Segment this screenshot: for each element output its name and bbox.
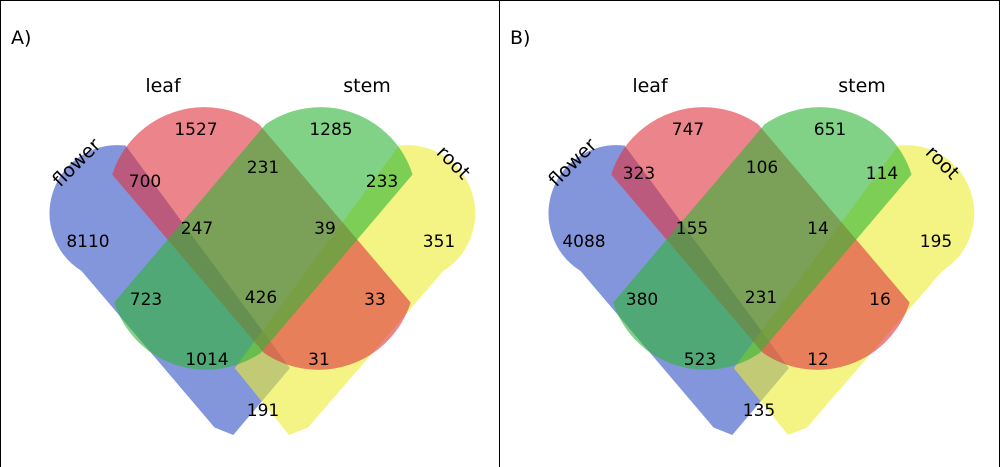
count-leaf-stem: 231	[247, 158, 279, 178]
count-flower-stem-root: 1014	[185, 350, 228, 370]
count-leaf-stem-root: 39	[314, 219, 336, 239]
count-flower-stem: 723	[130, 290, 162, 310]
stem-set-shape	[114, 107, 413, 370]
count-leaf-root: 33	[364, 290, 386, 310]
count-flower-root: 135	[743, 401, 775, 421]
count-leaf-only: 747	[672, 120, 704, 140]
count-all-four: 426	[245, 288, 277, 308]
count-flower-leaf: 323	[623, 164, 655, 184]
set-label-leaf: leaf	[632, 75, 669, 97]
set-label-stem: stem	[838, 75, 886, 97]
set-shapes	[49, 107, 476, 436]
count-stem-root: 114	[866, 164, 898, 184]
panel-label: A)	[11, 27, 32, 49]
count-flower-only: 4088	[562, 232, 605, 252]
set-label-leaf: leaf	[145, 75, 182, 97]
count-all-four: 231	[745, 288, 777, 308]
count-leaf-stem: 106	[746, 158, 778, 178]
count-flower-leaf-root: 12	[807, 350, 829, 370]
count-flower-only: 8110	[66, 232, 109, 252]
region-counts: 1527 1285 700 231 233 8110 247 39 351 72…	[66, 120, 455, 421]
stem-set-shape	[613, 107, 912, 370]
venn-panel-b: B) leaf stem flower root 747 651 323 106…	[500, 0, 1000, 467]
venn-diagram: leaf stem flower root 747 651 323 106 11…	[544, 75, 975, 436]
count-flower-leaf: 700	[129, 172, 161, 192]
count-flower-leaf-root: 31	[308, 350, 330, 370]
count-stem-only: 651	[814, 120, 846, 140]
count-flower-root: 191	[247, 401, 279, 421]
set-shapes	[548, 107, 975, 436]
count-flower-leaf-stem: 247	[181, 219, 213, 239]
panel-label: B)	[510, 27, 531, 49]
venn-panel-a: A) leaf stem flower root 1527 1285 700 2…	[0, 0, 500, 467]
venn-diagram: leaf stem flower root 1527 1285 700 231 …	[48, 75, 476, 436]
count-flower-leaf-stem: 155	[676, 219, 708, 239]
count-flower-stem-root: 523	[684, 350, 716, 370]
count-flower-stem: 380	[626, 290, 658, 310]
count-leaf-root: 16	[869, 290, 891, 310]
count-leaf-stem-root: 14	[807, 219, 829, 239]
count-stem-only: 1285	[309, 120, 352, 140]
count-root-only: 195	[920, 232, 952, 252]
region-counts: 747 651 323 106 114 4088 155 14 195 380 …	[562, 120, 952, 421]
count-leaf-only: 1527	[174, 120, 217, 140]
count-root-only: 351	[423, 232, 455, 252]
set-label-stem: stem	[343, 75, 391, 97]
count-stem-root: 233	[366, 172, 398, 192]
